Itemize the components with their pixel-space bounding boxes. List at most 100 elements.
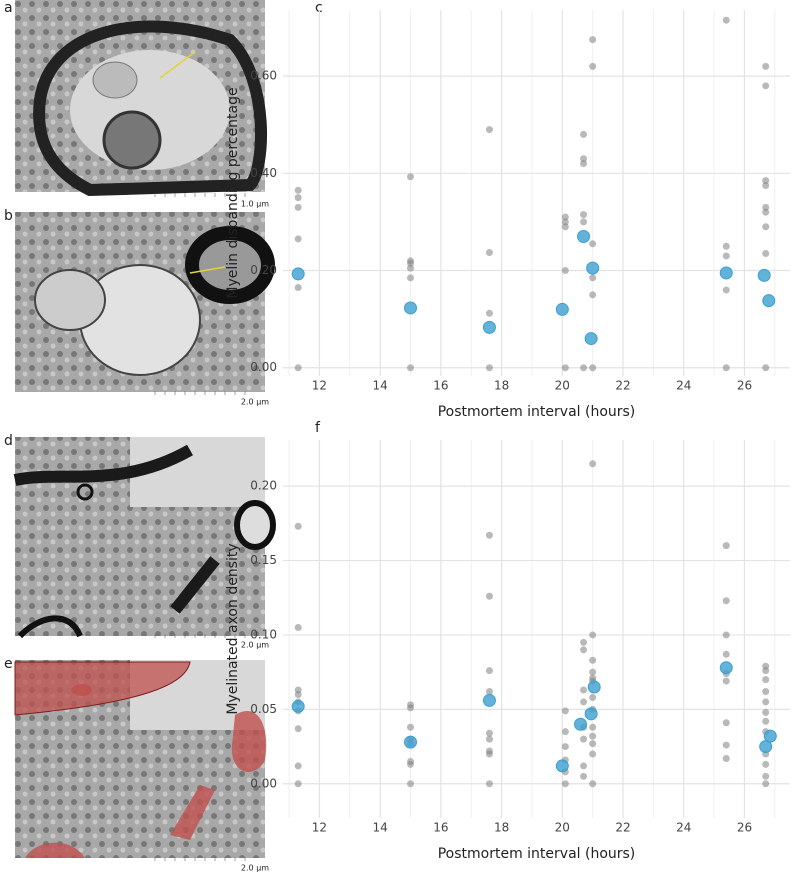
point [722, 286, 730, 294]
x-tick-label: 20 [555, 821, 570, 835]
mean-point [404, 301, 418, 315]
point [485, 592, 493, 600]
point [762, 676, 770, 684]
scale-bar-label: 2.0 µm [241, 641, 269, 650]
point [407, 259, 415, 267]
point [407, 274, 415, 282]
point [762, 772, 770, 780]
point [294, 284, 302, 292]
y-axis-title: Myelinated axon density [225, 543, 241, 714]
point [589, 732, 597, 740]
x-tick-label: 22 [615, 821, 630, 835]
point [294, 364, 302, 372]
point [580, 772, 588, 780]
y-tick-label: 0.40 [250, 166, 277, 180]
mean-point [719, 266, 733, 280]
y-axis-title: Myelin disbanding percentage [225, 87, 241, 298]
panel-label: d [4, 433, 13, 449]
mean-point [719, 661, 733, 675]
y-tick-label: 0.20 [250, 263, 277, 277]
point [294, 725, 302, 733]
point [762, 250, 770, 258]
point [580, 160, 588, 168]
point [561, 743, 569, 751]
mean-point [577, 230, 591, 244]
y-tick-label: 0.20 [250, 479, 277, 493]
point [762, 208, 770, 216]
point [485, 729, 493, 737]
point [722, 242, 730, 250]
point [294, 186, 302, 194]
point [580, 698, 588, 706]
x-tick-label: 18 [494, 379, 509, 393]
point [561, 728, 569, 736]
panel-label: b [4, 208, 13, 224]
micrograph-a [15, 0, 267, 197]
point [722, 741, 730, 749]
x-tick-label: 26 [737, 379, 752, 393]
point [294, 235, 302, 243]
point [294, 624, 302, 632]
point [762, 698, 770, 706]
point [561, 707, 569, 715]
panel-label: f [315, 420, 321, 436]
point [762, 62, 770, 70]
point [589, 631, 597, 639]
mean-point [482, 693, 496, 707]
point [485, 750, 493, 758]
point [294, 203, 302, 211]
point [580, 211, 588, 219]
point [762, 717, 770, 725]
point [294, 780, 302, 788]
point [561, 213, 569, 221]
point [580, 364, 588, 372]
point [485, 780, 493, 788]
point [762, 203, 770, 211]
point [407, 364, 415, 372]
mean-point [762, 294, 776, 308]
point [762, 760, 770, 768]
x-axis-title: Postmortem interval (hours) [438, 846, 636, 862]
mean-point [757, 268, 771, 282]
mean-point [584, 707, 598, 721]
point [762, 708, 770, 716]
point [589, 240, 597, 248]
x-tick-label: 12 [312, 821, 327, 835]
point [722, 754, 730, 762]
mean-point [555, 302, 569, 316]
point [561, 267, 569, 275]
point [407, 780, 415, 788]
y-tick-label: 0.00 [250, 360, 277, 374]
point [589, 364, 597, 372]
panel-label: c [315, 0, 323, 16]
point [589, 740, 597, 748]
point [762, 223, 770, 231]
point [589, 668, 597, 676]
point [407, 704, 415, 712]
x-tick-label: 18 [494, 821, 509, 835]
y-tick-label: 0.10 [250, 627, 277, 641]
mean-point [404, 735, 418, 749]
point [762, 82, 770, 90]
x-tick-label: 12 [312, 379, 327, 393]
point [722, 719, 730, 727]
x-tick-label: 16 [433, 821, 448, 835]
x-tick-label: 16 [433, 379, 448, 393]
x-tick-label: 24 [676, 821, 691, 835]
point [589, 780, 597, 788]
point [294, 762, 302, 770]
mean-point [587, 680, 601, 694]
point [589, 62, 597, 70]
mean-point [291, 699, 305, 713]
point [580, 130, 588, 138]
micrograph-e [14, 660, 267, 858]
point [580, 735, 588, 743]
x-axis-title: Postmortem interval (hours) [438, 404, 636, 420]
point [762, 780, 770, 788]
y-tick-label: 0.00 [250, 776, 277, 790]
point [580, 638, 588, 646]
point [561, 364, 569, 372]
point [762, 688, 770, 696]
point [485, 667, 493, 675]
